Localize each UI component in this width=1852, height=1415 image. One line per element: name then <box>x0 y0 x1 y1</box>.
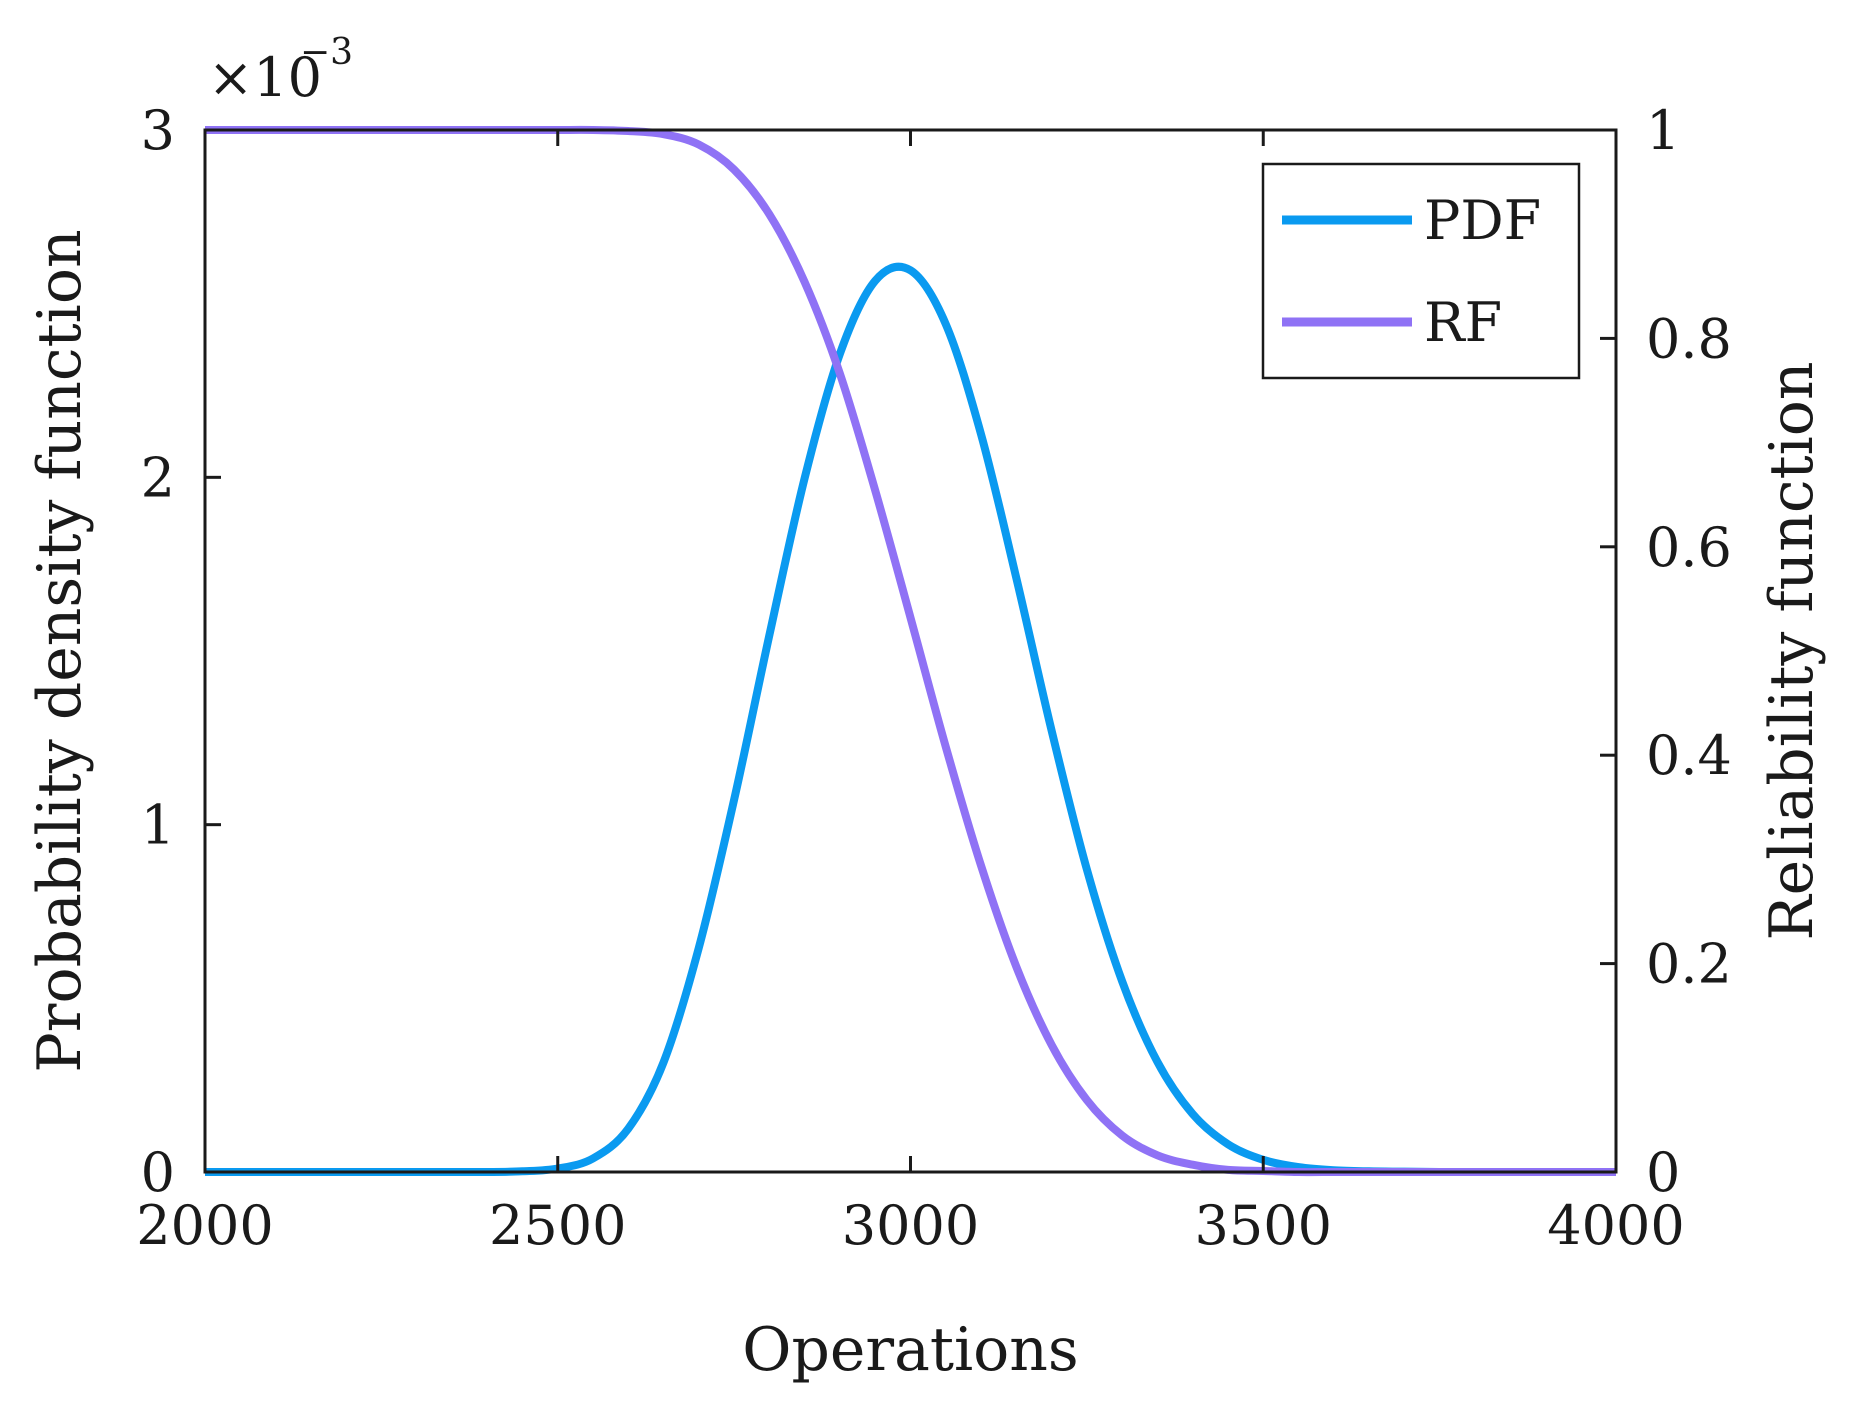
x-tick-label: 2000 <box>136 1194 273 1257</box>
left-y-axis-title: Probability density function <box>25 229 95 1072</box>
left-y-tick-label: 0 <box>141 1141 175 1204</box>
right-y-tick-label: 0 <box>1646 1141 1680 1204</box>
x-tick-label: 3000 <box>842 1194 979 1257</box>
x-axis-title: Operations <box>742 1315 1078 1385</box>
right-y-tick-label: 0.4 <box>1646 724 1732 787</box>
right-y-tick-label: 0.8 <box>1646 307 1732 370</box>
left-axis-exponent: ×10 −3 <box>208 32 353 109</box>
left-y-tick-label: 3 <box>141 99 175 162</box>
exponent-base: ×10 <box>208 46 322 109</box>
x-tick-label: 3500 <box>1195 1194 1332 1257</box>
right-y-tick-label: 1 <box>1646 99 1680 162</box>
x-tick-label: 2500 <box>489 1194 626 1257</box>
legend-label-rf: RF <box>1424 291 1502 354</box>
legend-box <box>1261 162 1581 380</box>
legend: PDF RF <box>1261 162 1581 380</box>
series-line-pdf <box>204 262 1616 1177</box>
x-tick-label: 4000 <box>1547 1194 1684 1257</box>
right-y-tick-label: 0.6 <box>1646 516 1732 579</box>
legend-label-pdf: PDF <box>1424 189 1541 252</box>
left-y-tick-label: 1 <box>141 794 175 857</box>
right-y-tick-label: 0.2 <box>1646 933 1732 996</box>
right-y-axis-title: Reliability function <box>1757 361 1827 940</box>
exponent-power: −3 <box>300 32 353 73</box>
left-y-tick-label: 2 <box>141 446 175 509</box>
